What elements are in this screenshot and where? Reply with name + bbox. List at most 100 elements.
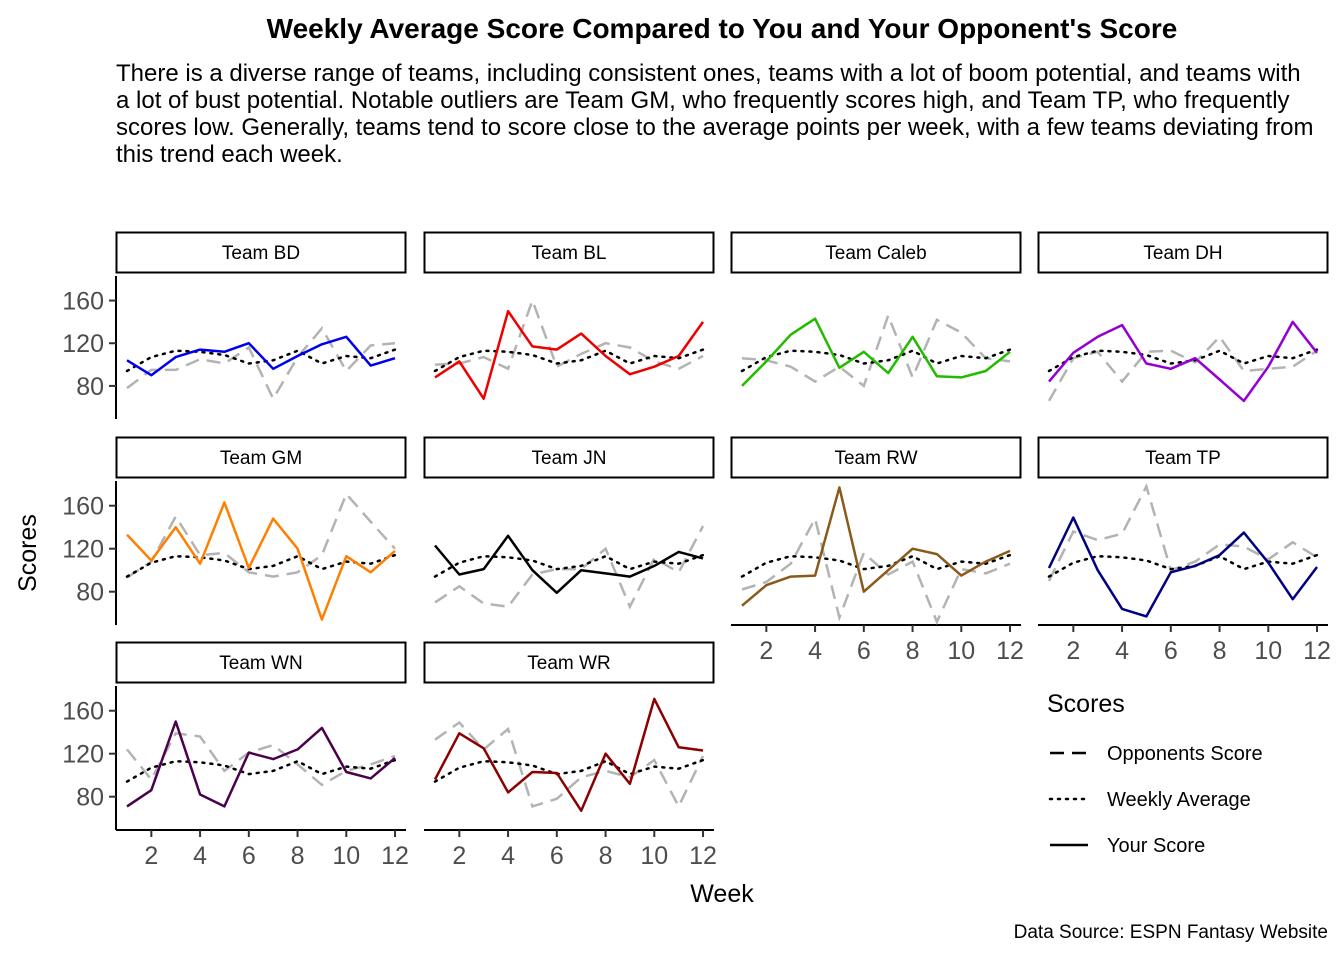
facet-panel-team-wn: Team WN 80 120 160 2 4 6 8 10 12 [62,641,409,870]
facet-strip-label: Team WN [219,653,302,674]
facet-strip [730,436,1022,479]
facet-panel-team-wr: Team WR 2 4 6 8 10 12 [423,641,717,870]
legend-label: Your Score [1107,835,1205,857]
y-tick-label: 80 [76,373,104,401]
weekly-average-line [1047,553,1319,578]
x-tick-label: 4 [501,842,515,870]
facet-panel-team-bl: Team BL [423,231,715,400]
x-tick-label: 12 [1303,637,1331,665]
x-tick-label: 2 [144,842,158,870]
facet-strip [115,231,407,274]
facet-panel-team-jn: Team JN [423,436,715,610]
your-score-line [1048,320,1318,403]
opponents-score-line [1047,334,1318,402]
facet-panel-team-rw: Team RW 2 4 6 8 10 12 [730,436,1024,665]
facet-strip [730,231,1022,274]
weekly-average-line [433,553,705,578]
x-tick-label: 4 [808,637,822,665]
opponents-score-line [126,731,396,787]
x-tick-label: 12 [689,842,717,870]
your-score-line [434,534,704,595]
weekly-average-line [433,758,705,783]
x-tick-label: 2 [759,637,773,665]
x-tick-label: 8 [291,842,305,870]
x-tick-label: 4 [193,842,207,870]
y-tick-label: 120 [62,330,104,358]
x-tick-label: 6 [242,842,256,870]
facet-strip [423,231,715,274]
weekly-average-line [1047,348,1319,373]
legend-label: Weekly Average [1107,789,1251,811]
opponents-score-line [434,720,705,810]
y-axis-title: Scores [14,514,42,592]
weekly-average-line [125,758,397,783]
y-tick-label: 120 [62,741,104,769]
facet-strip-label: Team WR [527,653,610,674]
facet-strip-label: Team RW [834,448,917,469]
y-tick-label: 160 [62,288,104,316]
x-tick-label: 12 [381,842,409,870]
weekly-average-line [740,348,1012,373]
facet-strip-label: Team JN [532,448,607,469]
facet-strip [115,436,407,479]
facet-strip-label: Team BD [222,243,300,264]
facet-strip [423,641,715,684]
data-source-caption: Data Source: ESPN Fantasy Website [1013,922,1328,943]
weekly-average-line [740,553,1012,578]
facet-strip-label: Team GM [220,448,302,469]
facet-panel-team-dh: Team DH [1037,231,1329,403]
your-score-line [741,486,1011,607]
facet-strip-label: Team DH [1143,243,1222,264]
weekly-average-line [125,348,397,373]
x-tick-label: 4 [1115,637,1129,665]
opponents-score-line [126,326,396,402]
weekly-average-line [433,348,705,373]
x-tick-label: 2 [1066,637,1080,665]
x-tick-label: 6 [857,637,871,665]
legend: Scores Opponents Score Weekly Average Your … [1047,690,1263,857]
opponents-score-line [741,515,1011,625]
x-tick-label: 10 [640,842,668,870]
x-axis-title: Week [690,880,754,908]
y-tick-label: 160 [62,698,104,726]
weekly-average-line [125,553,397,578]
facet-panel-team-tp: Team TP 2 4 6 8 10 12 [1037,436,1331,665]
x-tick-label: 10 [332,842,360,870]
x-tick-label: 8 [1213,637,1227,665]
facet-strip [1037,436,1329,479]
legend-title: Scores [1047,690,1125,718]
y-tick-label: 120 [62,536,104,564]
x-tick-label: 12 [996,637,1024,665]
opponents-score-line [434,296,704,371]
your-score-line [126,335,396,377]
y-tick-label: 80 [76,784,104,812]
y-tick-label: 160 [62,493,104,521]
chart-title: Weekly Average Score Compared to You and… [266,13,1178,44]
facet-strip [115,641,407,684]
x-tick-label: 6 [1164,637,1178,665]
legend-label: Opponents Score [1107,743,1263,765]
y-tick-label: 80 [76,579,104,607]
opponents-score-line [741,311,1011,388]
your-score-line [433,697,704,812]
x-tick-label: 10 [1254,637,1282,665]
facet-panel-team-gm: Team GM 80 120 160 [62,436,407,625]
x-tick-label: 10 [947,637,975,665]
your-score-line [434,309,705,400]
x-tick-label: 8 [906,637,920,665]
facet-strip-label: Team TP [1145,448,1221,469]
facet-strip [1037,231,1329,274]
your-score-line [126,720,396,808]
your-score-line [741,317,1011,387]
facet-strip-label: Team BL [532,243,607,264]
facet-strip-label: Team Caleb [825,243,926,264]
x-tick-label: 2 [452,842,466,870]
opponents-score-line [1047,483,1318,582]
x-tick-label: 8 [599,842,613,870]
your-score-line [1047,516,1318,618]
your-score-line [126,501,396,621]
facet-panel-team-caleb: Team Caleb [730,231,1022,388]
chart-subtitle: There is a diverse range of teams, inclu… [116,60,1314,168]
opponents-score-line [126,491,396,579]
